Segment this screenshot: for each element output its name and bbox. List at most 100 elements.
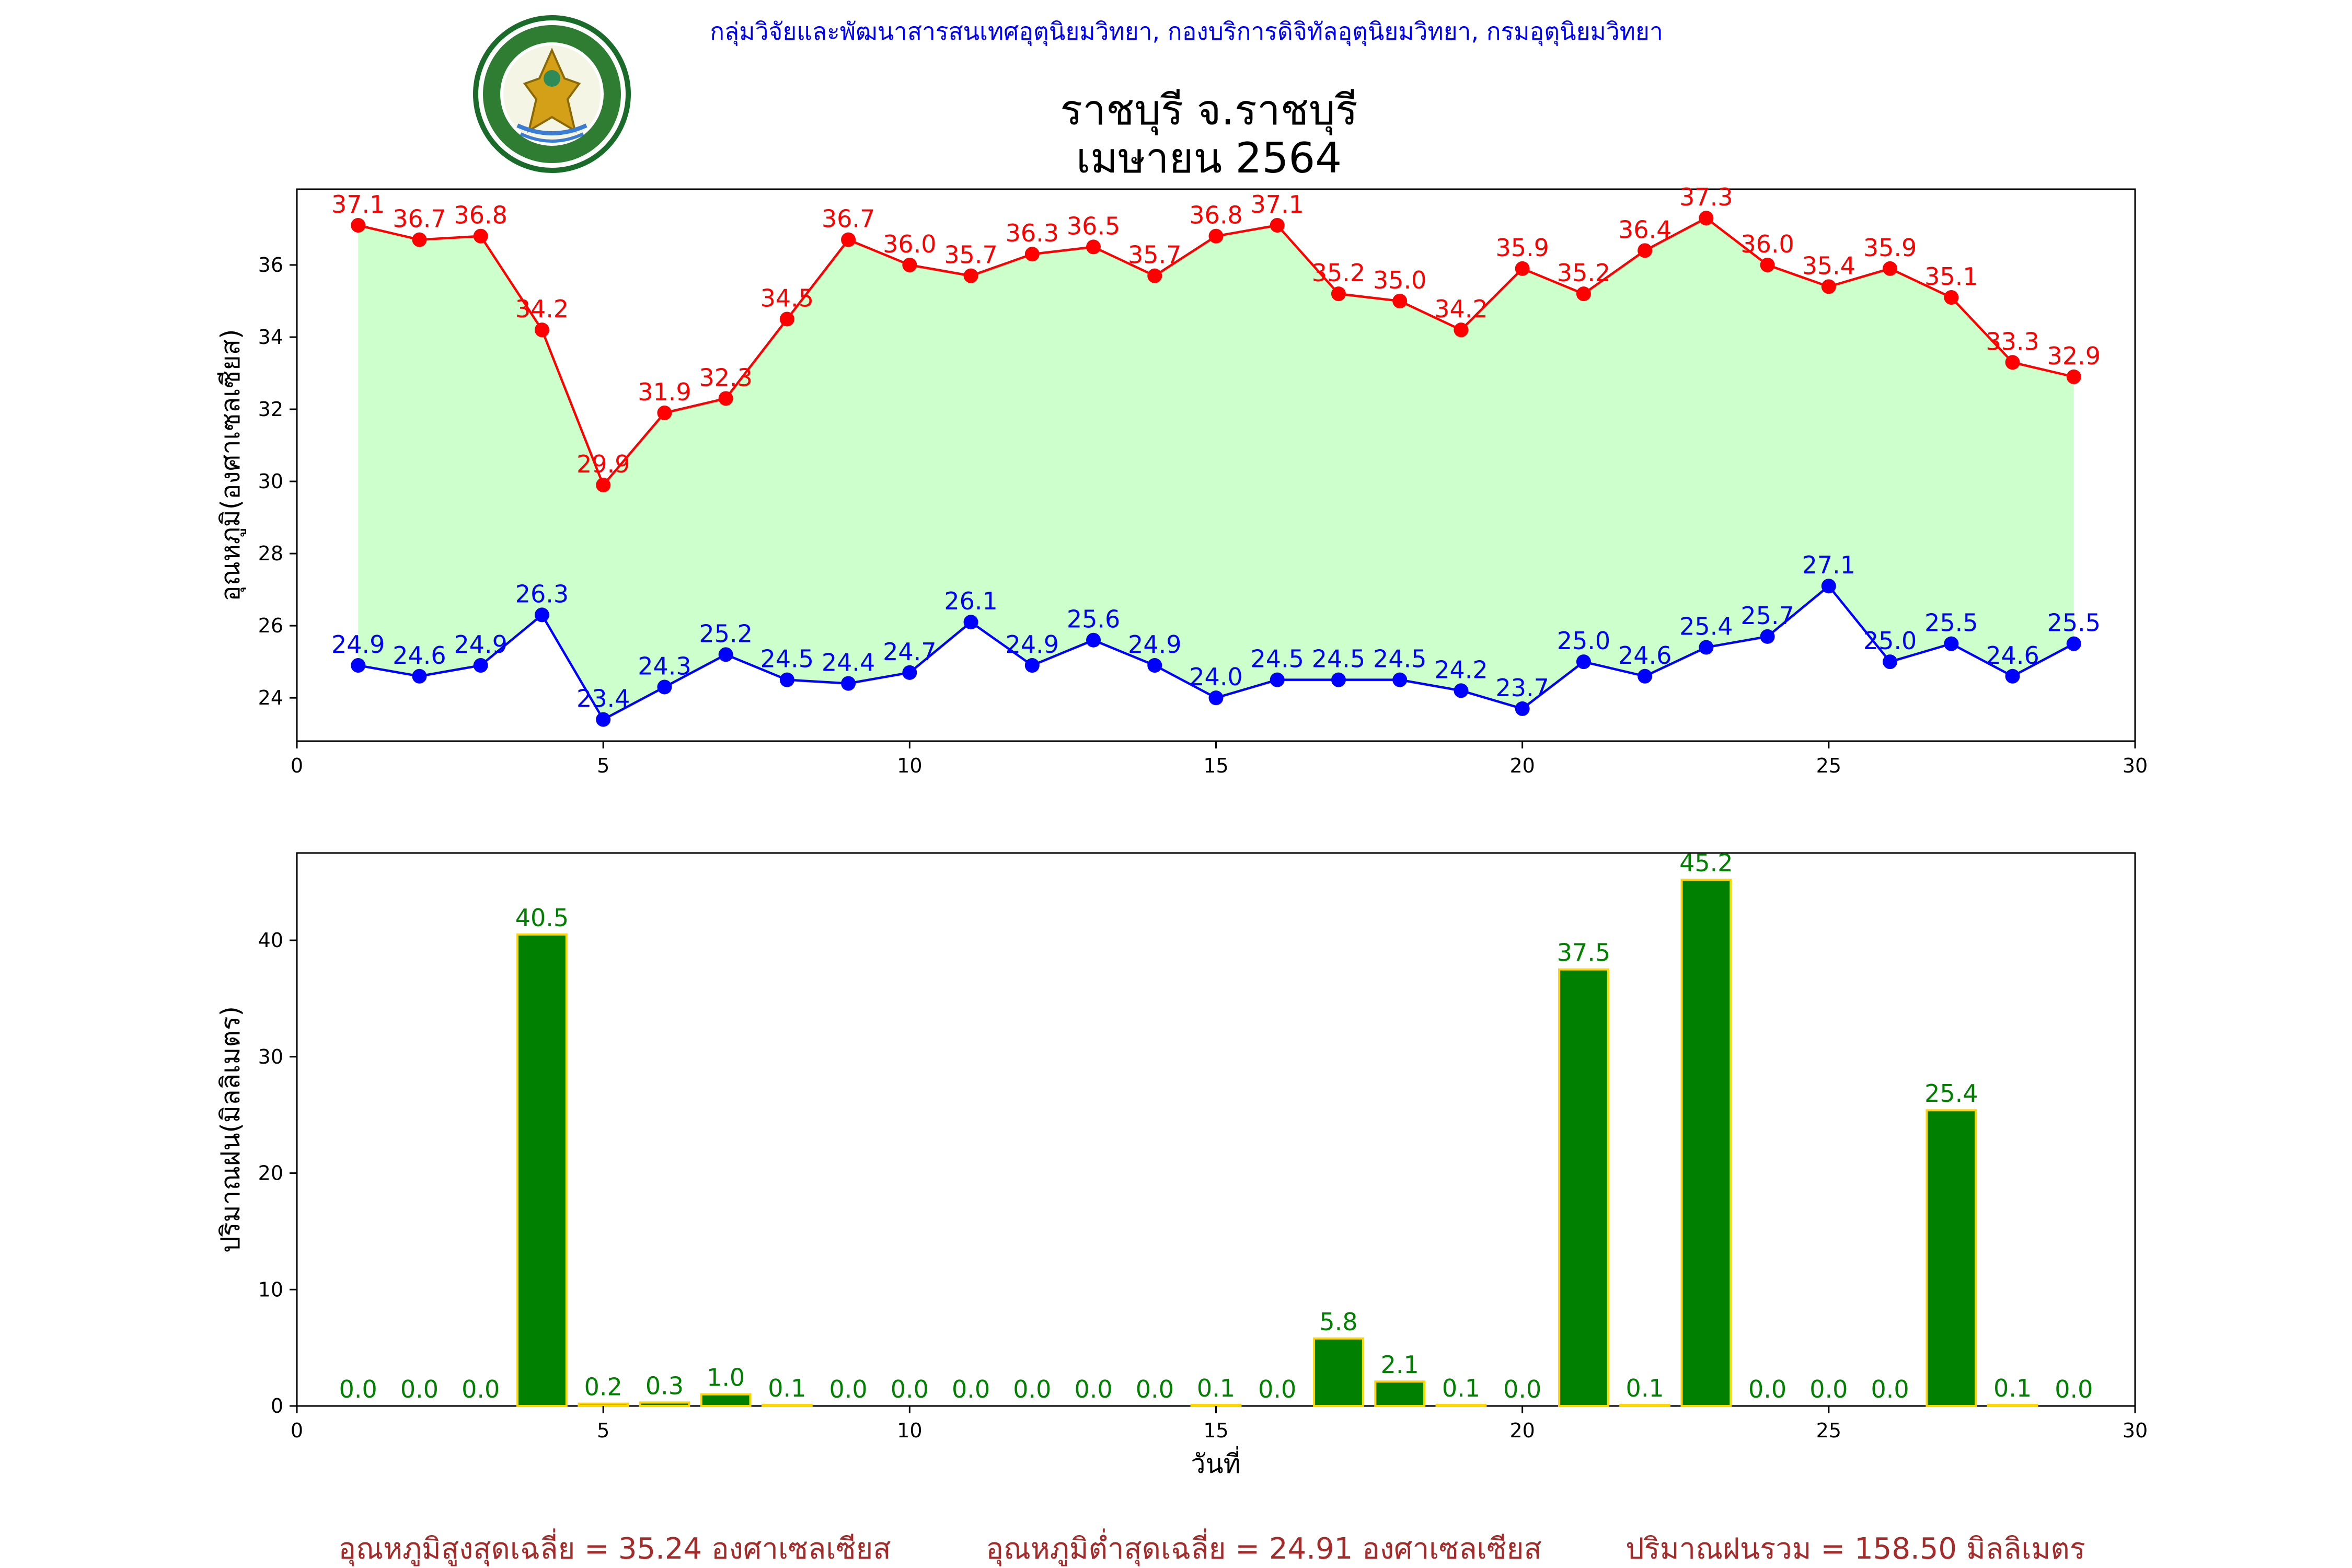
min-temperature-label: 24.9 — [1006, 630, 1059, 659]
max-temperature-point — [841, 232, 856, 247]
min-temperature-point — [412, 668, 427, 684]
rainfall-bar — [1313, 1337, 1364, 1408]
rainfall-plot-frame — [296, 852, 2136, 1407]
y-tick-label: 34 — [258, 326, 283, 349]
rainfall-value-label: 0.1 — [1197, 1374, 1235, 1402]
max-temperature-point — [534, 322, 549, 338]
rainfall-value-label: 5.8 — [1319, 1308, 1357, 1336]
max-temperature-label: 36.4 — [1618, 215, 1671, 244]
y-tick-label: 30 — [258, 470, 283, 493]
y-tick-label: 10 — [258, 1278, 283, 1301]
max-temperature-label: 34.2 — [1434, 295, 1488, 323]
max-temperature-label: 36.8 — [1189, 201, 1242, 229]
min-temperature-label: 25.2 — [699, 619, 752, 648]
rainfall-value-label: 1.0 — [707, 1364, 745, 1392]
min-temperature-label: 25.6 — [1067, 605, 1120, 633]
max-temperature-point — [1454, 322, 1469, 338]
min-temperature-point — [1883, 654, 1898, 670]
max-temperature-label: 33.3 — [1986, 327, 2039, 355]
max-temperature-point — [412, 232, 427, 247]
min-temperature-label: 24.5 — [760, 645, 814, 673]
min-temperature-label: 26.3 — [515, 580, 569, 608]
x-tick-label: 30 — [2123, 1419, 2148, 1442]
rainfall-bar — [1987, 1403, 2038, 1408]
min-temperature-point — [1515, 701, 1530, 716]
min-temperature-point — [1147, 658, 1162, 673]
rainfall-bar — [578, 1402, 629, 1407]
rainfall-value-label: 0.0 — [891, 1375, 929, 1403]
x-tick-label: 25 — [1816, 754, 1841, 777]
rainfall-value-label: 0.0 — [462, 1375, 500, 1403]
min-temperature-label: 24.5 — [1251, 645, 1304, 673]
x-tick-label: 15 — [1203, 754, 1228, 777]
max-temperature-label: 35.2 — [1557, 259, 1610, 287]
chart-title-line1: ราชบุรี จ.ราชบุรี — [1060, 86, 1358, 135]
min-temperature-point — [902, 665, 917, 680]
rainfall-value-label: 0.0 — [1871, 1375, 1909, 1403]
x-tick-label: 0 — [291, 1419, 303, 1442]
x-tick-label: 20 — [1509, 754, 1535, 777]
max-temperature-label: 37.1 — [331, 190, 385, 218]
rainfall-value-label: 0.0 — [339, 1375, 377, 1403]
max-temperature-label: 34.5 — [760, 284, 814, 312]
temperature-axis-label: อุณหภูมิ(องศาเซลเซียส) — [215, 329, 246, 601]
min-temperature-point — [1024, 658, 1040, 673]
min-temperature-label: 25.4 — [1679, 613, 1733, 641]
rainfall-bar — [1619, 1403, 1671, 1408]
rainfall-bar — [1926, 1109, 1977, 1408]
max-temperature-label: 36.7 — [822, 205, 875, 233]
min-temperature-point — [534, 607, 549, 622]
min-temperature-point — [779, 672, 794, 687]
max-temperature-label: 35.1 — [1924, 262, 1978, 291]
min-temperature-label: 26.1 — [944, 587, 997, 615]
max-temperature-point — [1638, 243, 1653, 258]
rainfall-axis-label: ปริมาณฝน(มิลลิเมตร) — [215, 1006, 246, 1253]
max-temperature-point — [596, 477, 611, 492]
y-tick-label: 40 — [258, 929, 283, 952]
max-temperature-label: 31.9 — [638, 378, 691, 406]
y-tick-label: 20 — [258, 1162, 283, 1185]
min-temperature-label: 25.0 — [1863, 627, 1917, 655]
rainfall-bar — [1374, 1380, 1426, 1408]
min-temperature-point — [2066, 636, 2081, 651]
rainfall-value-label: 0.0 — [400, 1375, 439, 1403]
x-tick-label: 15 — [1203, 1419, 1228, 1442]
min-temperature-point — [1208, 690, 1224, 706]
rainfall-value-label: 40.5 — [515, 904, 569, 932]
rainfall-value-label: 0.0 — [1074, 1375, 1112, 1403]
max-temperature-label: 35.9 — [1863, 234, 1917, 262]
rainfall-bar — [516, 933, 568, 1407]
rainfall-value-label: 0.0 — [1136, 1375, 1174, 1403]
min-temperature-point — [1576, 654, 1591, 670]
max-temperature-label: 35.7 — [944, 241, 997, 269]
max-temperature-point — [657, 405, 672, 420]
min-temperature-point — [351, 658, 366, 673]
rainfall-value-label: 0.0 — [1503, 1375, 1541, 1403]
min-temperature-point — [1638, 668, 1653, 684]
max-temperature-label: 35.0 — [1373, 266, 1426, 294]
department-heading: กลุ่มวิจัยและพัฒนาสารสนเทศอุตุนิยมวิทยา,… — [710, 17, 1663, 47]
min-temperature-label: 24.0 — [1189, 663, 1242, 691]
min-temperature-label: 25.5 — [1924, 609, 1978, 637]
chart-title-line2: เมษายน 2564 — [1076, 134, 1342, 182]
max-temperature-label: 36.8 — [454, 201, 507, 229]
min-temperature-point — [2005, 668, 2020, 684]
max-temperature-point — [1699, 211, 1714, 226]
total-rainfall: ปริมาณฝนรวม = 158.50 มิลลิเมตร — [1625, 1532, 2085, 1566]
rainfall-value-label: 0.1 — [768, 1374, 806, 1402]
min-temperature-point — [596, 712, 611, 727]
min-temperature-label: 24.7 — [883, 638, 936, 666]
x-tick-label: 25 — [1816, 1419, 1841, 1442]
max-temperature-point — [1760, 257, 1775, 272]
rainfall-value-label: 2.1 — [1381, 1351, 1419, 1379]
rainfall-value-label: 0.1 — [1442, 1374, 1480, 1402]
max-temperature-label: 32.3 — [699, 363, 752, 391]
x-tick-label: 20 — [1509, 1419, 1535, 1442]
max-temperature-point — [1576, 286, 1591, 302]
min-temperature-point — [718, 647, 733, 662]
min-temperature-label: 24.9 — [454, 630, 507, 659]
rainfall-value-label: 0.0 — [1258, 1375, 1296, 1403]
temperature-range-fill — [358, 218, 2074, 720]
rainfall-value-label: 0.3 — [645, 1371, 684, 1400]
max-temperature-label: 36.7 — [393, 205, 446, 233]
